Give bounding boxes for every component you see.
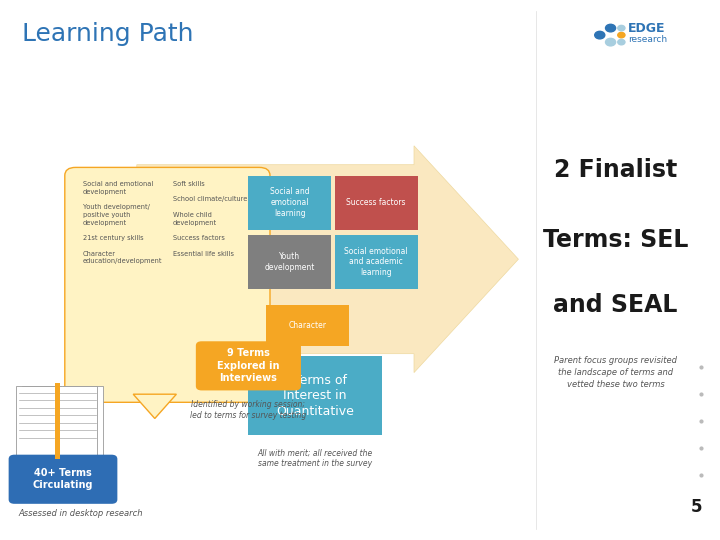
Text: 5: 5 (691, 498, 703, 516)
Text: Terms: SEL: Terms: SEL (543, 228, 688, 252)
FancyBboxPatch shape (58, 386, 97, 456)
Text: research: research (628, 36, 667, 44)
Text: 40+ Terms
Circulating: 40+ Terms Circulating (32, 468, 94, 490)
Text: 5 Terms of
Interest in
Quantitative: 5 Terms of Interest in Quantitative (276, 374, 354, 417)
Circle shape (618, 32, 625, 38)
Polygon shape (137, 146, 518, 373)
Text: Social emotional
and academic
learning: Social emotional and academic learning (344, 247, 408, 277)
Text: 2 Finalist: 2 Finalist (554, 158, 678, 182)
Text: Soft skills

School climate/culture

Whole child
development

Success factors

E: Soft skills School climate/culture Whole… (173, 181, 247, 256)
FancyBboxPatch shape (248, 235, 331, 289)
FancyBboxPatch shape (196, 341, 301, 390)
Text: EDGE: EDGE (628, 22, 665, 35)
Text: Social and
emotional
learning: Social and emotional learning (270, 187, 310, 218)
Circle shape (618, 39, 625, 45)
FancyBboxPatch shape (22, 386, 61, 456)
FancyBboxPatch shape (335, 176, 418, 230)
Text: Assessed in desktop research: Assessed in desktop research (18, 509, 143, 518)
Text: Parent focus groups revisited
the landscape of terms and
vetted these two terms: Parent focus groups revisited the landsc… (554, 356, 677, 389)
Text: 9 Terms
Explored in
Interviews: 9 Terms Explored in Interviews (217, 348, 279, 383)
Circle shape (618, 25, 625, 31)
Text: Character: Character (289, 321, 327, 330)
Text: Learning Path: Learning Path (22, 22, 193, 45)
Text: Success factors: Success factors (346, 198, 406, 207)
Text: Youth
development: Youth development (265, 252, 315, 272)
FancyBboxPatch shape (248, 356, 382, 435)
FancyBboxPatch shape (248, 176, 331, 230)
FancyBboxPatch shape (266, 305, 349, 346)
FancyBboxPatch shape (55, 383, 60, 459)
Text: Identified by working session;
led to terms for survey testing: Identified by working session; led to te… (190, 400, 307, 420)
Circle shape (606, 38, 616, 46)
FancyBboxPatch shape (9, 455, 117, 504)
Circle shape (606, 24, 616, 32)
Circle shape (595, 31, 605, 39)
FancyBboxPatch shape (65, 167, 270, 402)
FancyBboxPatch shape (335, 235, 418, 289)
FancyBboxPatch shape (63, 386, 103, 456)
Polygon shape (133, 394, 176, 418)
Text: and SEAL: and SEAL (554, 293, 678, 317)
Text: All with merit; all received the
same treatment in the survey: All with merit; all received the same tr… (257, 448, 373, 468)
Text: Social and emotional
development

Youth development/
positive youth
development
: Social and emotional development Youth d… (83, 181, 162, 265)
FancyBboxPatch shape (16, 386, 55, 456)
